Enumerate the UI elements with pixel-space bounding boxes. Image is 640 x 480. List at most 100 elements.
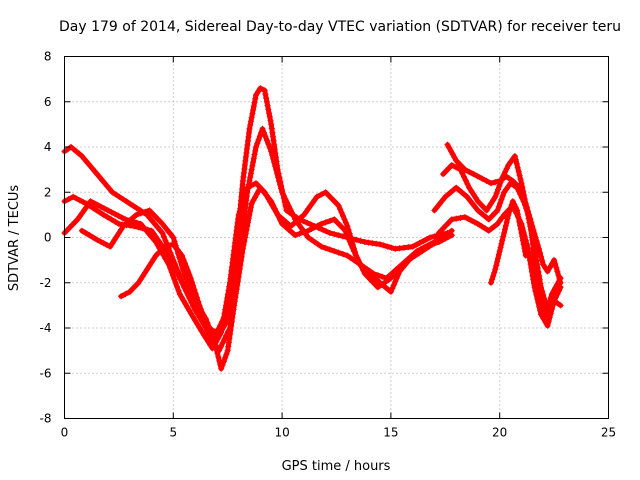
data-point (233, 290, 240, 297)
data-point (387, 288, 394, 295)
data-point (100, 240, 107, 247)
data-point (395, 271, 402, 278)
x-tick-label: 25 (601, 426, 616, 440)
data-point (459, 170, 466, 177)
data-point (527, 261, 534, 268)
data-point (251, 151, 258, 158)
data-point (161, 233, 167, 240)
data-point (94, 236, 101, 243)
data-point (285, 202, 292, 209)
data-point (489, 276, 496, 283)
data-point (86, 162, 93, 169)
data-point (510, 182, 517, 189)
data-point (126, 288, 133, 295)
data-point (228, 287, 235, 294)
data-point (554, 281, 561, 288)
data-point (501, 189, 508, 196)
data-point (439, 237, 445, 244)
data-point (519, 237, 526, 244)
data-point (555, 278, 562, 285)
data-point (229, 283, 236, 290)
data-point (227, 327, 234, 334)
data-point (174, 269, 181, 276)
data-point (353, 236, 360, 243)
data-point (99, 177, 106, 184)
series-track-5 (118, 241, 238, 336)
data-point (118, 293, 125, 300)
data-point (100, 211, 107, 218)
data-point (192, 317, 199, 324)
data-point (119, 196, 126, 202)
data-point (150, 256, 157, 262)
data-point (507, 180, 514, 187)
data-point (279, 220, 286, 227)
data-point (224, 347, 231, 354)
data-point (365, 239, 372, 246)
x-tick-label: 10 (274, 426, 289, 440)
data-point (223, 351, 230, 358)
data-point (211, 338, 218, 345)
data-point (236, 270, 243, 277)
data-point (547, 310, 554, 317)
data-point (279, 189, 286, 196)
data-point (538, 311, 544, 318)
data-point (480, 204, 487, 211)
data-point (247, 208, 254, 215)
data-point (456, 160, 463, 167)
data-point (488, 279, 494, 286)
data-point (517, 226, 524, 233)
data-point (231, 302, 238, 309)
data-point (534, 295, 541, 302)
data-point (477, 201, 484, 208)
data-point (246, 125, 253, 132)
data-point (435, 239, 442, 245)
data-point (335, 249, 342, 256)
data-point (97, 209, 104, 216)
data-point (494, 258, 501, 265)
data-point (273, 209, 280, 216)
data-point (322, 189, 329, 196)
data-point (266, 113, 273, 120)
data-point (466, 197, 473, 204)
data-point (457, 214, 464, 221)
data-point (65, 196, 72, 202)
data-layer (61, 85, 564, 372)
data-point (126, 217, 133, 224)
data-point (335, 202, 342, 209)
data-point (181, 260, 188, 267)
data-point (499, 237, 506, 244)
data-point (340, 213, 346, 219)
data-point (261, 129, 267, 136)
data-point (227, 331, 234, 338)
data-point (202, 335, 209, 342)
data-point (198, 328, 205, 335)
data-point (246, 211, 253, 218)
data-point (282, 223, 289, 230)
data-point (303, 208, 309, 215)
data-point (438, 227, 445, 234)
data-point (342, 227, 349, 234)
data-point (453, 157, 460, 164)
data-point (64, 227, 71, 234)
data-point (234, 282, 241, 289)
data-point (135, 279, 142, 286)
data-point (203, 321, 210, 328)
data-point (274, 170, 281, 177)
data-point (474, 198, 481, 205)
data-point (528, 268, 535, 275)
data-point (262, 191, 269, 198)
data-point (216, 332, 223, 339)
data-point (97, 238, 104, 245)
y-tick-label: 0 (44, 231, 52, 245)
data-point (161, 243, 168, 250)
data-point (247, 118, 254, 125)
data-point (195, 298, 202, 305)
data-point (501, 230, 508, 236)
data-point (340, 251, 346, 258)
data-point (368, 271, 375, 278)
data-point (443, 168, 449, 175)
data-point (339, 224, 346, 231)
data-point (490, 197, 497, 204)
data-point (126, 200, 133, 207)
